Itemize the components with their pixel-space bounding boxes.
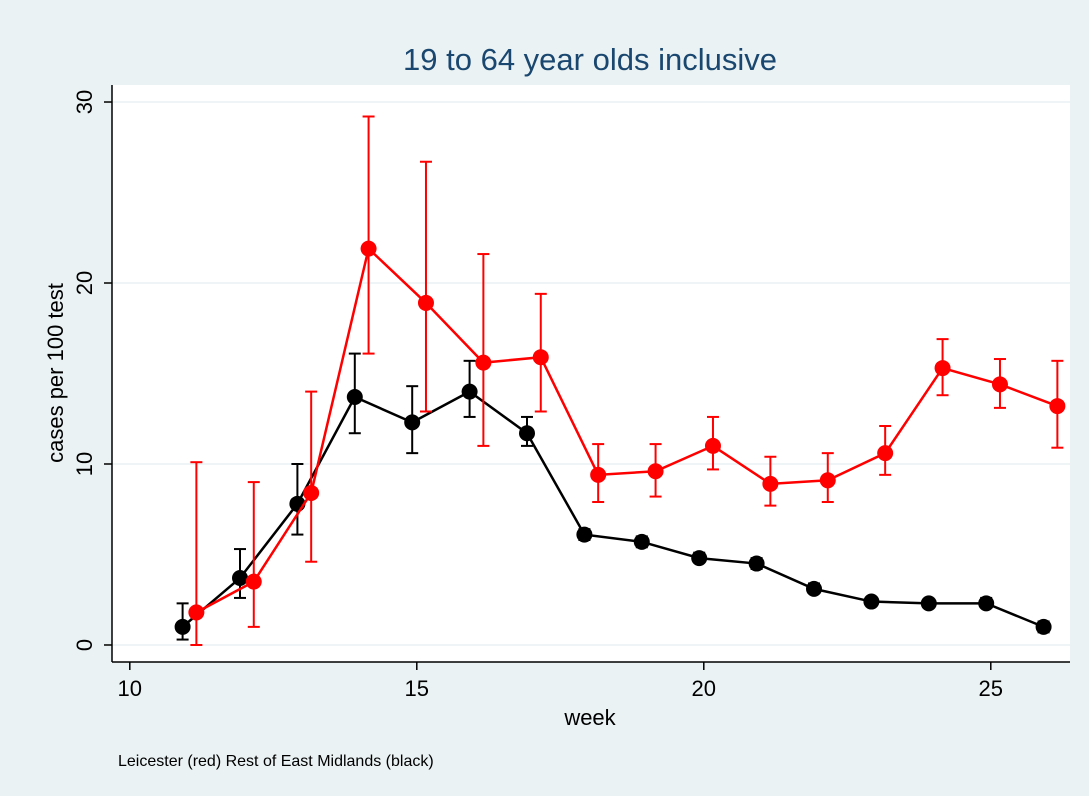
marker [475,354,492,371]
chart-title: 19 to 64 year olds inclusive [403,42,777,77]
y-tick-label: 0 [72,639,97,651]
marker [518,425,535,442]
marker [819,472,836,489]
marker [1049,398,1066,415]
y-tick-label: 10 [72,452,97,476]
marker [991,376,1008,393]
error-bar [477,253,490,447]
marker [691,550,708,567]
marker [532,349,549,366]
marker [590,466,607,483]
y-tick-label: 30 [72,90,97,114]
marker [647,463,664,480]
marker [934,360,951,377]
x-tick-label: 15 [405,676,429,701]
x-tick-label: 10 [118,676,142,701]
marker [188,604,205,621]
marker [1035,618,1052,635]
error-bar [419,160,432,413]
plot-area [112,85,1070,662]
marker [346,389,363,406]
marker [920,595,937,612]
marker [748,555,765,572]
marker [232,570,249,587]
x-tick-label: 25 [979,676,1003,701]
x-tick-label: 20 [692,676,716,701]
marker [404,414,421,431]
error-bar [305,390,318,563]
x-axis-label: week [563,705,616,730]
series-line [195,246,1058,614]
marker [704,437,721,454]
marker [245,573,262,590]
marker [303,484,320,501]
marker [633,533,650,550]
note: Leicester (red) Rest of East Midlands (b… [118,753,434,770]
y-axis-label: cases per 100 test [43,283,68,463]
series-line [181,390,1045,629]
marker [762,475,779,492]
marker [576,526,593,543]
marker [805,580,822,597]
marker [863,593,880,610]
error-bar [247,481,260,628]
marker [877,445,894,462]
y-tick-label: 20 [72,271,97,295]
marker [360,240,377,257]
error-bar [362,115,375,355]
marker [978,595,995,612]
marker [461,383,478,400]
marker [174,618,191,635]
marker [417,294,434,311]
